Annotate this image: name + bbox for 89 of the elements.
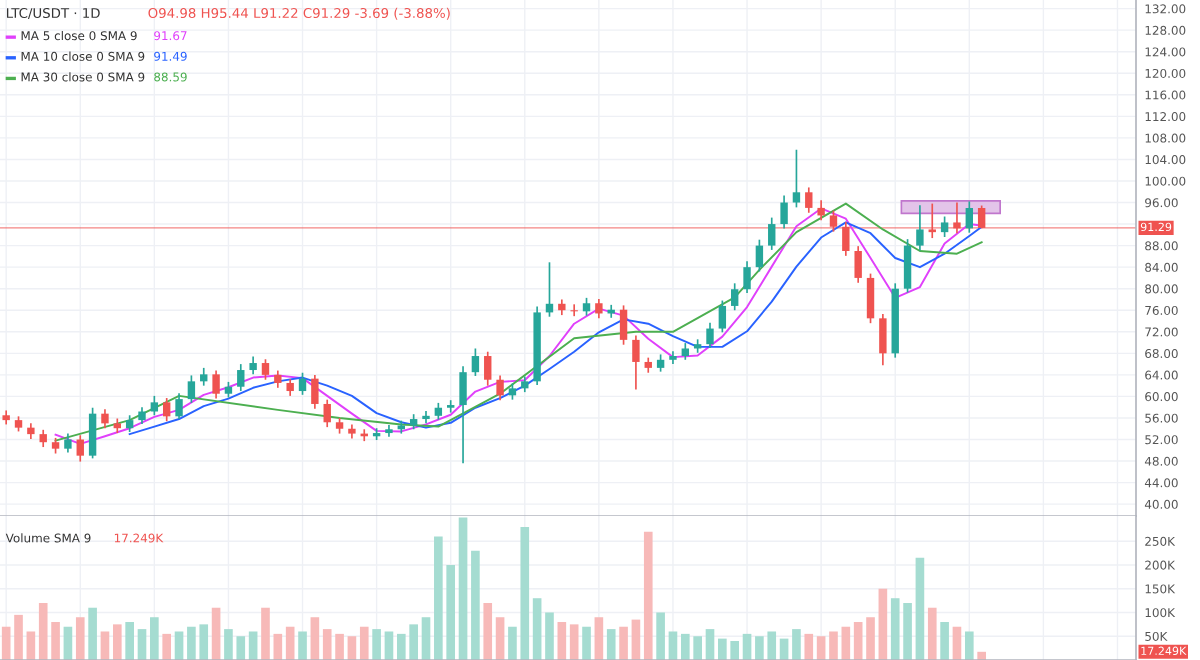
candlestick [780,194,788,230]
bar [14,614,23,660]
bar [261,607,270,660]
bar [112,624,122,660]
bar [150,617,159,660]
candlestick [484,350,492,387]
bar [557,621,567,660]
candlestick [866,272,875,325]
candlestick [792,148,801,209]
candlestick [175,392,183,420]
bar [88,607,97,660]
candlestick [903,238,912,294]
bar [162,633,172,660]
bar [458,517,468,660]
bar [211,607,221,660]
candlestick [743,260,751,294]
candlestick [718,299,727,334]
bar [483,602,493,660]
bar [606,629,616,660]
candlestick [64,432,72,454]
bar [495,617,505,660]
candlestick [619,304,628,346]
candlestick [755,238,764,273]
bar [421,617,431,660]
candlestick [459,365,467,465]
candlestick [323,398,331,428]
bar [816,636,826,660]
candlestick [570,303,578,318]
bar [940,621,949,660]
bar [100,631,110,660]
bar [248,631,258,660]
candlestick [76,434,84,463]
bar [964,631,974,660]
bar [705,629,715,660]
bar [75,617,85,660]
candlestick [446,399,455,414]
bar [384,631,394,660]
bar [569,624,579,660]
candlestick [187,374,196,404]
candlestick [150,395,159,417]
candlestick [916,204,924,252]
candlestick [632,334,640,391]
bar [125,621,134,660]
bar [792,629,801,660]
bar [359,626,369,660]
candlestick [298,371,307,396]
candlestick [496,374,504,402]
bar [668,631,678,660]
bar [853,621,863,660]
bar [619,626,628,660]
candlestick [311,374,319,410]
bar [26,631,36,660]
bar [594,617,604,660]
bar [582,626,591,660]
bar [656,612,665,660]
bar [471,550,480,660]
bar [347,636,357,660]
bar [927,607,937,660]
candlestick [805,186,813,214]
candlestick [730,282,739,312]
bar [643,531,653,660]
candlestick [212,369,220,400]
candlestick [817,199,825,222]
candlestick [101,408,109,430]
bar [372,629,381,660]
bar [915,557,925,660]
candlestick [706,321,714,349]
candlestick [88,406,97,460]
bar [866,617,875,660]
bar [804,633,814,660]
candlestick [162,397,171,423]
bar [878,588,888,660]
candlestick [965,200,974,234]
candlestick [471,347,480,377]
bar [137,629,147,660]
bar [174,631,184,660]
line-series [128,221,983,436]
candlestick [940,215,949,238]
candlestick [768,216,776,251]
candlestick [879,313,887,367]
bar [545,612,554,660]
bar [298,631,307,660]
candlestick [854,245,862,284]
bar [829,631,838,660]
bar [310,617,320,660]
candlestick [261,358,270,381]
candlestick [237,363,245,392]
candlestick [595,298,603,320]
bar [532,598,542,660]
